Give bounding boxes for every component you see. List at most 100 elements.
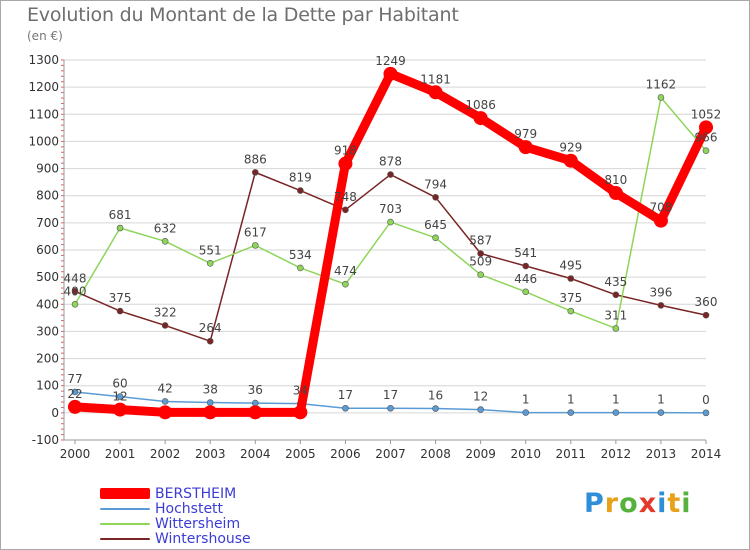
data-point-wintershouse bbox=[612, 291, 620, 299]
data-label-wintershouse: 375 bbox=[109, 291, 132, 305]
data-point-hochstett bbox=[432, 405, 439, 412]
data-point-wittersheim bbox=[206, 259, 214, 267]
data-point-hochstett bbox=[251, 399, 259, 407]
data-label-wittersheim: 1162 bbox=[646, 77, 677, 91]
logo-letter: r bbox=[604, 488, 620, 519]
y-tick-label: 200 bbox=[36, 352, 59, 366]
data-point-berstheim bbox=[653, 213, 668, 228]
data-point-wintershouse bbox=[71, 287, 79, 295]
legend-label-hochstett: Hochstett bbox=[155, 500, 224, 517]
data-label-wintershouse: 322 bbox=[154, 305, 177, 319]
y-tick-label: 1200 bbox=[28, 80, 59, 94]
legend-item-wittersheim: Wittersheim bbox=[100, 516, 251, 532]
data-point-hochstett bbox=[567, 409, 575, 416]
data-point-berstheim bbox=[518, 140, 533, 155]
data-point-berstheim bbox=[293, 405, 308, 420]
data-label-wittersheim: 966 bbox=[695, 131, 718, 145]
data-label-wintershouse: 495 bbox=[559, 259, 582, 273]
data-label-berstheim: 979 bbox=[514, 127, 537, 141]
data-label-wintershouse: 587 bbox=[469, 234, 492, 248]
y-tick-label: 0 bbox=[51, 406, 59, 420]
data-label-wittersheim: 645 bbox=[424, 218, 447, 232]
data-label-wintershouse: 819 bbox=[289, 171, 312, 185]
data-label-berstheim: 22 bbox=[67, 387, 82, 401]
x-tick-label: 2006 bbox=[330, 447, 361, 461]
y-tick-label: 1300 bbox=[28, 53, 59, 67]
data-label-hochstett: 36 bbox=[248, 383, 263, 397]
logo-letter: i bbox=[657, 488, 668, 519]
data-point-wintershouse bbox=[251, 169, 259, 176]
logo-letter: o bbox=[619, 488, 639, 519]
data-label-wittersheim: 534 bbox=[289, 248, 312, 262]
data-label-hochstett: 12 bbox=[473, 390, 488, 404]
legend-swatch-wittersheim bbox=[100, 522, 150, 525]
data-point-berstheim bbox=[383, 66, 398, 81]
data-label-wittersheim: 446 bbox=[514, 272, 537, 286]
data-point-hochstett bbox=[206, 399, 214, 406]
data-point-berstheim bbox=[113, 402, 128, 417]
legend-label-berstheim: BERSTHEIM bbox=[155, 485, 237, 502]
data-point-wintershouse bbox=[657, 302, 665, 309]
data-label-berstheim: 810 bbox=[604, 173, 627, 187]
legend-label-wintershouse: Wintershouse bbox=[155, 530, 251, 547]
data-point-wintershouse bbox=[567, 275, 575, 282]
data-label-hochstett: 17 bbox=[383, 388, 398, 402]
data-point-wintershouse bbox=[387, 171, 394, 178]
data-point-wintershouse bbox=[161, 322, 169, 329]
y-tick-label: 800 bbox=[36, 189, 59, 203]
data-label-wittersheim: 311 bbox=[604, 308, 627, 322]
data-label-wintershouse: 264 bbox=[199, 321, 222, 335]
data-label-berstheim: 1052 bbox=[691, 107, 722, 121]
x-tick-label: 2001 bbox=[105, 447, 136, 461]
data-point-wittersheim bbox=[432, 234, 439, 242]
x-tick-label: 2002 bbox=[150, 447, 181, 461]
data-label-hochstett: 1 bbox=[567, 393, 575, 407]
data-point-berstheim bbox=[473, 111, 488, 126]
data-label-wintershouse: 748 bbox=[334, 190, 357, 204]
data-label-wittersheim: 551 bbox=[199, 243, 222, 257]
data-label-hochstett: 34 bbox=[293, 384, 308, 398]
data-point-hochstett bbox=[522, 409, 530, 416]
data-label-hochstett: 77 bbox=[67, 372, 82, 386]
x-tick-label: 2011 bbox=[556, 447, 587, 461]
data-point-wittersheim bbox=[567, 307, 575, 315]
y-tick-label: 100 bbox=[36, 379, 59, 393]
data-point-hochstett bbox=[161, 398, 169, 405]
data-point-hochstett bbox=[477, 406, 484, 413]
logo-letter: i bbox=[681, 488, 692, 519]
x-tick-label: 2012 bbox=[601, 447, 632, 461]
data-point-berstheim bbox=[699, 120, 713, 135]
data-point-wintershouse bbox=[702, 311, 710, 319]
data-point-wintershouse bbox=[432, 194, 439, 201]
data-label-wittersheim: 632 bbox=[154, 221, 177, 235]
logo-letter: t bbox=[667, 488, 682, 519]
data-label-berstheim: 1086 bbox=[465, 98, 496, 112]
data-point-wintershouse bbox=[116, 307, 124, 315]
x-tick-label: 2000 bbox=[60, 447, 91, 461]
chart-title: Evolution du Montant de la Dette par Hab… bbox=[27, 4, 459, 26]
data-label-hochstett: 0 bbox=[702, 393, 710, 407]
data-point-hochstett bbox=[116, 393, 124, 400]
data-label-wintershouse: 878 bbox=[379, 155, 402, 169]
data-label-wintershouse: 886 bbox=[244, 152, 267, 166]
data-label-hochstett: 1 bbox=[657, 393, 665, 407]
data-point-wittersheim bbox=[387, 218, 394, 226]
y-tick-label: 700 bbox=[36, 216, 59, 230]
data-point-berstheim bbox=[338, 156, 353, 171]
data-label-wittersheim: 703 bbox=[379, 202, 402, 216]
data-point-berstheim bbox=[203, 405, 218, 420]
y-tick-label: 400 bbox=[36, 297, 59, 311]
data-point-wittersheim bbox=[522, 288, 530, 296]
data-point-wittersheim bbox=[657, 94, 665, 101]
x-tick-label: 2009 bbox=[465, 447, 496, 461]
data-point-berstheim bbox=[158, 405, 173, 420]
data-point-berstheim bbox=[248, 405, 263, 420]
data-point-wittersheim bbox=[116, 224, 124, 232]
unit-label: (en €) bbox=[27, 29, 63, 43]
legend-item-wintershouse: Wintershouse bbox=[100, 530, 251, 547]
logo-letter: P bbox=[584, 488, 605, 519]
data-label-wittersheim: 509 bbox=[469, 255, 492, 269]
x-tick-label: 2007 bbox=[375, 447, 406, 461]
data-label-hochstett: 42 bbox=[158, 381, 173, 395]
data-point-berstheim bbox=[428, 85, 443, 100]
